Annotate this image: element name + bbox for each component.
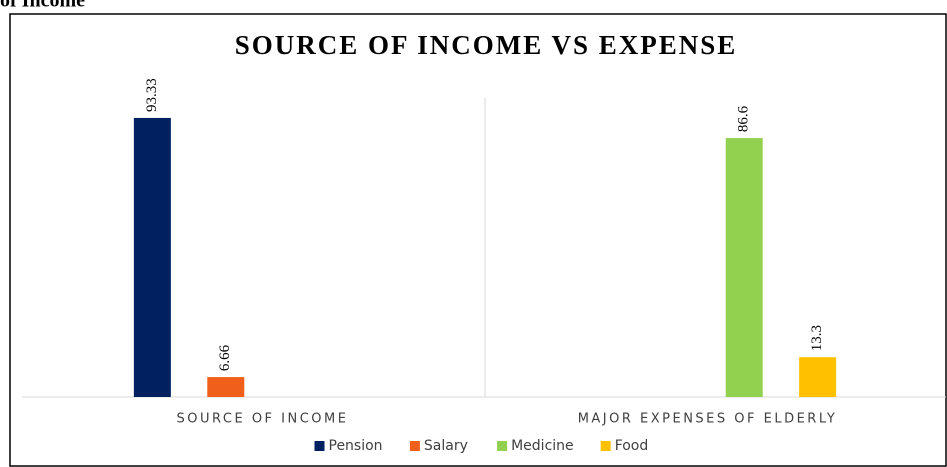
legend-swatch <box>600 441 611 451</box>
x-tick-label: MAJOR EXPENSES OF ELDERLY <box>578 412 838 427</box>
legend-label: Food <box>615 438 649 454</box>
caption: of Income <box>0 0 85 12</box>
legend-label: Medicine <box>511 438 574 454</box>
legend-swatch <box>314 441 325 451</box>
legend-label: Salary <box>424 438 468 454</box>
x-tick-label: SOURCE OF INCOME <box>177 412 349 427</box>
bar <box>133 117 171 397</box>
legend-swatch <box>497 441 508 451</box>
bar <box>799 357 837 397</box>
legend-swatch <box>409 441 420 451</box>
chart-title: SOURCE OF INCOME VS EXPENSE <box>235 30 738 60</box>
value-label: 86.6 <box>736 105 752 132</box>
value-label: 93.33 <box>144 78 160 112</box>
bar <box>207 377 245 397</box>
value-label: 13.3 <box>809 325 825 351</box>
bar <box>725 138 763 398</box>
value-label: 6.66 <box>217 344 233 371</box>
legend-label: Pension <box>329 438 383 454</box>
